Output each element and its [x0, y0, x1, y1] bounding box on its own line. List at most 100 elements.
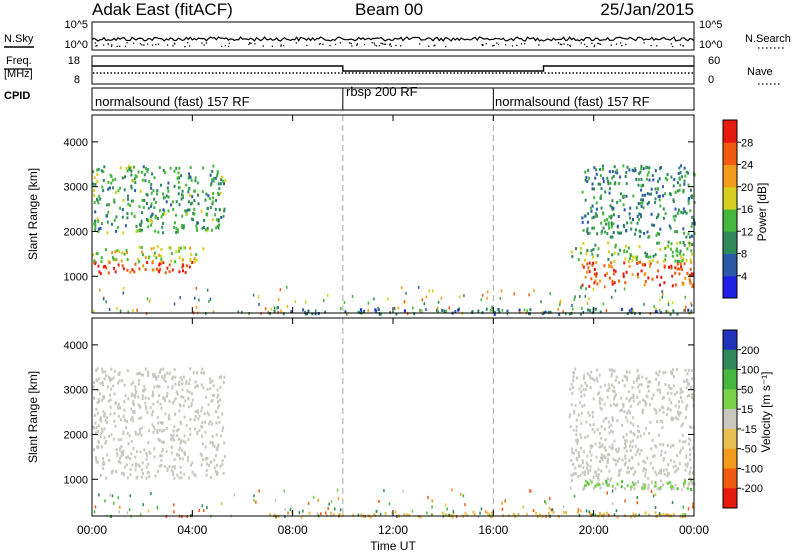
- velocity-cell: [166, 469, 169, 472]
- velocity-cell: [662, 457, 665, 460]
- velocity-cell: [172, 473, 174, 477]
- nsearch-dot: [679, 44, 682, 46]
- velocity-cell: [583, 374, 586, 378]
- velocity-cell: [643, 486, 646, 490]
- velocity-cell: [174, 397, 177, 401]
- power-cell: [124, 224, 127, 228]
- power-cell: [649, 255, 652, 259]
- power-cell: [128, 164, 131, 168]
- power-cell: [645, 255, 648, 258]
- power-cell: [678, 260, 681, 264]
- power-cell: [683, 262, 686, 266]
- velocity-noise-point: [480, 507, 483, 511]
- velocity-cell: [690, 369, 693, 373]
- power-cell: [114, 177, 117, 181]
- power-cell: [683, 179, 686, 183]
- power-cell: [579, 247, 582, 250]
- velocity-cell: [636, 435, 639, 439]
- power-cell: [610, 225, 613, 229]
- velocity-cell: [623, 374, 626, 378]
- nsearch-dot: [419, 43, 421, 45]
- power-cell: [600, 194, 603, 198]
- nsearch-dot: [591, 42, 593, 44]
- velocity-noise-point: [258, 489, 260, 493]
- power-cell: [134, 262, 137, 266]
- velocity-cell: [214, 410, 217, 414]
- power-cell: [683, 231, 685, 235]
- power-cell: [612, 272, 615, 276]
- velocity-cell: [683, 481, 686, 485]
- power-noise-point: [286, 285, 288, 289]
- power-cell: [311, 312, 314, 316]
- velocity-cell: [173, 458, 176, 461]
- velocity-cell: [130, 452, 133, 456]
- power-noise-point: [428, 289, 430, 293]
- velocity-cell: [444, 513, 447, 517]
- velocity-cell: [189, 417, 192, 421]
- velocity-cell: [209, 387, 212, 391]
- velocity-cell: [164, 465, 166, 469]
- power-noise-point: [588, 297, 590, 301]
- velocity-cell: [578, 387, 581, 391]
- velocity-cell: [211, 399, 214, 402]
- velocity-cell: [170, 451, 173, 455]
- velocity-noise-point: [396, 515, 398, 519]
- power-cell: [624, 175, 627, 178]
- velocity-cell: [147, 373, 150, 377]
- power-cell: [658, 194, 661, 198]
- power-cell: [190, 252, 193, 256]
- power-cell: [641, 193, 644, 197]
- power-noise-point: [584, 294, 586, 298]
- velocity-cell: [664, 383, 667, 386]
- power-cell: [189, 194, 192, 197]
- velocity-noise-point: [378, 500, 380, 503]
- power-cell: [630, 221, 633, 225]
- velocity-cell: [632, 399, 635, 403]
- power-noise-point: [173, 302, 176, 306]
- power-noise-point: [481, 293, 484, 297]
- velocity-cell: [203, 412, 206, 416]
- power-cell: [126, 258, 129, 261]
- power-cell: [94, 228, 97, 232]
- velocity-cell: [654, 484, 657, 488]
- xtick-label: 20:00: [579, 523, 609, 537]
- power-noise-point: [500, 289, 503, 293]
- velocity-noise-point: [444, 503, 447, 507]
- power-cell: [203, 219, 206, 222]
- power-cell: [600, 206, 603, 210]
- velocity-cell: [670, 485, 672, 489]
- power-cell: [614, 269, 617, 273]
- velocity-cell: [587, 471, 590, 475]
- nsearch-dot: [375, 45, 378, 47]
- power-cell: [221, 175, 223, 179]
- power-cell: [314, 312, 317, 316]
- velocity-cell: [650, 397, 653, 401]
- power-cell: [628, 212, 631, 216]
- power-cell: [602, 167, 604, 171]
- nsearch-dot: [496, 42, 498, 44]
- velocity-cell: [160, 458, 163, 462]
- power-cell: [597, 182, 600, 186]
- velocity-cell: [217, 400, 219, 404]
- power-cell: [217, 218, 220, 222]
- power-noise-point: [148, 299, 151, 303]
- velocity-cell: [222, 426, 225, 430]
- velocity-cell: [631, 445, 634, 449]
- velocity-cell: [175, 390, 178, 394]
- velocity-cell: [688, 481, 691, 485]
- power-cell: [593, 226, 596, 230]
- velocity-cell: [187, 397, 190, 401]
- nsearch-dot: [493, 44, 495, 47]
- velocity-cell: [142, 472, 144, 475]
- velocity-cell: [630, 515, 633, 519]
- velocity-cell: [606, 395, 609, 399]
- velocity-cell: [607, 457, 610, 461]
- power-cell: [604, 190, 607, 194]
- power-cell: [138, 260, 141, 264]
- velocity-cell: [103, 462, 106, 466]
- velocity-noise-point: [383, 489, 385, 493]
- velocity-cell: [148, 450, 151, 454]
- colorbar-swatch: [723, 409, 737, 430]
- power-noise-point: [559, 301, 561, 305]
- nsearch-dot: [363, 43, 366, 46]
